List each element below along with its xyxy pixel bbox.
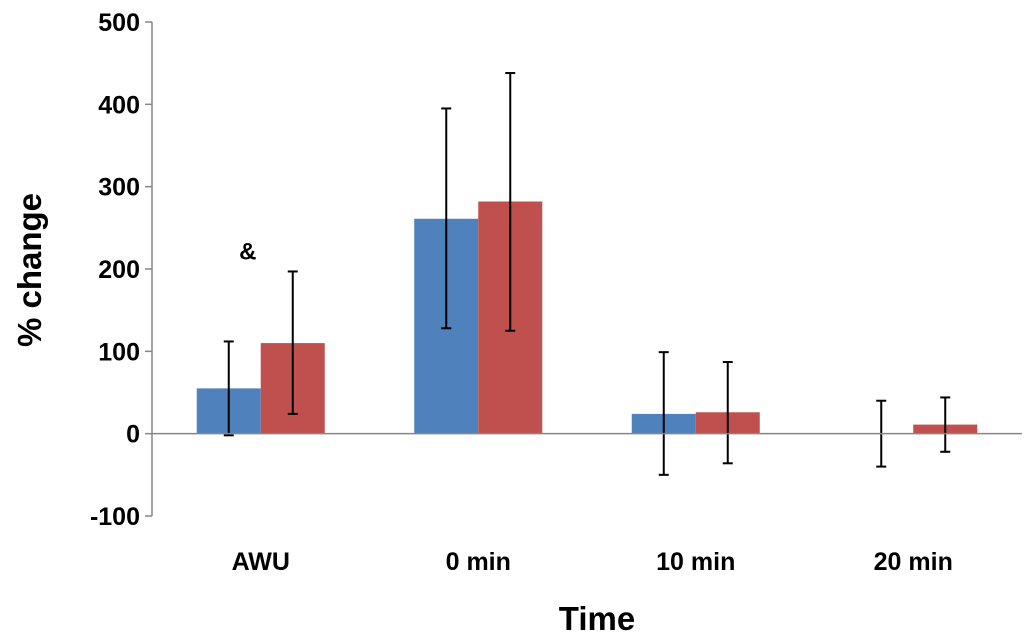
annotations: & (239, 239, 256, 266)
y-tick-label: -100 (90, 503, 140, 531)
annotation-label: & (239, 239, 256, 266)
x-tick-label: 10 min (656, 548, 735, 576)
x-axis-title: Time (559, 600, 635, 632)
x-tick-label: 0 min (446, 548, 511, 576)
y-tick-label: 100 (98, 338, 140, 366)
x-tick-label: AWU (232, 548, 290, 576)
axes (151, 22, 1022, 516)
y-tick-label: 500 (98, 9, 140, 37)
x-axis-ticks: AWU 0 min 10 min 20 min (232, 548, 953, 576)
y-axis-ticks: -100 0 100 200 300 400 500 (90, 9, 152, 531)
x-tick-label: 20 min (874, 548, 953, 576)
bars (196, 201, 978, 434)
y-tick-label: 300 (98, 174, 140, 202)
y-tick-label: 400 (98, 91, 140, 119)
y-tick-label: 200 (98, 256, 140, 284)
y-axis-title: % change (11, 193, 48, 347)
error-bars (223, 72, 951, 476)
y-tick-label: 0 (126, 421, 140, 449)
